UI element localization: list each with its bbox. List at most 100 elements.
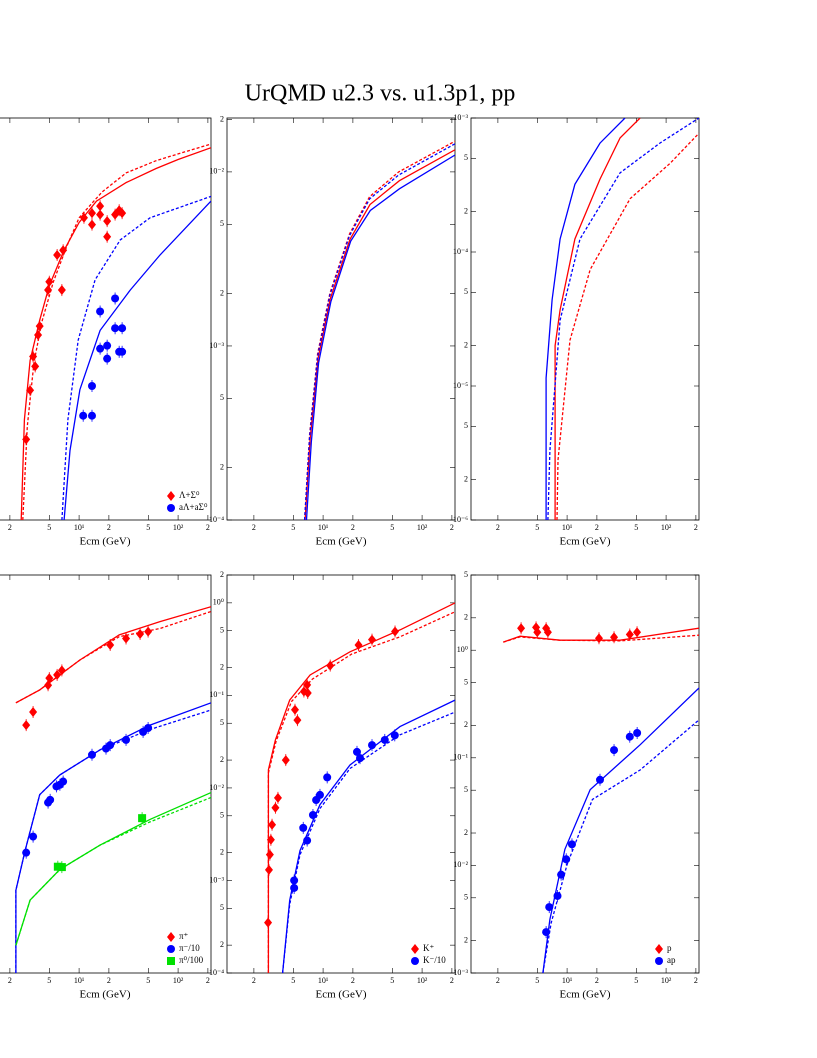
y-tick-label: 5 (464, 785, 468, 794)
plot-area (545, 118, 699, 520)
x-tick-label: 5 (634, 976, 638, 985)
x-tick-label: 2 (351, 523, 355, 532)
model-curve (304, 149, 455, 520)
data-point (354, 640, 363, 651)
x-tick-label: 10¹ (318, 976, 329, 985)
y-tick-label: 2 (220, 940, 224, 949)
legend-label: p (667, 943, 672, 953)
model-curve (547, 118, 699, 520)
data-point (44, 285, 53, 296)
x-tick-label: 10¹ (318, 523, 329, 532)
y-tick-label: 2 (220, 114, 224, 123)
model-curve (303, 143, 455, 520)
x-tick-label: 5 (535, 976, 539, 985)
y-tick-label: 2 (220, 662, 224, 671)
legend-label: π⁰/100 (179, 955, 204, 965)
data-point (352, 747, 361, 756)
y-tick-label: 10⁻¹ (209, 690, 224, 699)
data-point (106, 639, 115, 650)
data-point (87, 411, 96, 420)
plot-frame (470, 574, 700, 974)
x-axis-label: Ecm (GeV) (315, 989, 366, 1001)
data-point (122, 633, 131, 644)
data-point (31, 361, 40, 372)
data-point (625, 732, 634, 741)
data-point (303, 679, 312, 690)
data-point (59, 245, 68, 256)
data-point (57, 665, 66, 676)
data-point (391, 626, 400, 637)
model-curve (267, 602, 455, 973)
y-tick-label: 10⁻² (453, 860, 468, 869)
x-tick-label: 5 (634, 523, 638, 532)
y-tick-label: 2 (220, 847, 224, 856)
data-point (26, 385, 35, 396)
plot-area (503, 621, 699, 973)
data-point (557, 870, 566, 879)
data-point (594, 633, 603, 644)
x-tick-label: 2 (694, 523, 698, 532)
x-tick-label: 5 (390, 976, 394, 985)
y-tick-label: 2 (464, 340, 468, 349)
data-point (290, 883, 299, 892)
data-point (103, 216, 112, 227)
plot-area (20, 143, 211, 520)
data-point (368, 634, 377, 645)
legend-label: π⁻/10 (179, 943, 200, 953)
model-curve (61, 195, 211, 520)
legend-marker (167, 504, 175, 512)
panel: 2 5 10¹ 2 5 10² 210⁻⁴2510⁻³2510⁻²2510⁻¹2510⁰2E… (209, 570, 456, 1001)
legend-label: Λ+Σ⁰ (179, 490, 200, 500)
y-tick-label: 5 (220, 219, 224, 228)
data-point (290, 704, 299, 715)
y-tick-label: 10⁻⁴ (209, 968, 224, 977)
x-tick-label: 5 (535, 523, 539, 532)
data-point (111, 324, 120, 333)
data-point (303, 836, 312, 845)
y-tick-label: 10⁻² (209, 167, 224, 176)
data-point (390, 731, 399, 740)
data-point (264, 864, 273, 875)
figure-title: UrQMD u2.3 vs. u1.3p1, pp (245, 81, 516, 107)
data-point (22, 720, 31, 731)
plot-frame (226, 574, 456, 974)
data-point (118, 347, 127, 356)
y-tick-label: 10⁰ (213, 598, 224, 607)
y-tick-label: 10⁻³ (209, 875, 224, 884)
x-tick-label: 10² (417, 523, 428, 532)
data-point (111, 294, 120, 303)
data-point (567, 840, 576, 849)
x-tick-label: 2 (8, 523, 12, 532)
x-axis-label: Ecm (GeV) (79, 989, 130, 1001)
data-point (118, 208, 127, 219)
model-curve (22, 143, 211, 520)
legend-marker (411, 944, 419, 954)
y-tick-label: 5 (464, 153, 468, 162)
data-point (96, 307, 105, 316)
model-curve (503, 634, 699, 643)
model-curve (554, 118, 641, 520)
x-tick-label: 2 (206, 523, 210, 532)
data-point (53, 249, 62, 260)
y-tick-label: 5 (220, 718, 224, 727)
data-point (315, 790, 324, 799)
x-tick-label: 10² (173, 523, 184, 532)
data-point (103, 354, 112, 363)
data-point (106, 741, 115, 750)
x-axis-label: Ecm (GeV) (559, 536, 610, 548)
data-point (144, 723, 153, 732)
y-tick-label: 2 (220, 570, 224, 579)
x-tick-label: 2 (595, 523, 599, 532)
data-point (138, 814, 147, 823)
x-tick-label: 2 (450, 976, 454, 985)
data-point (533, 627, 542, 638)
data-point (87, 208, 96, 219)
legend-marker (411, 957, 419, 965)
y-tick-label: 5 (464, 421, 468, 430)
y-tick-label: 10⁻³ (453, 968, 468, 977)
legend-label: π⁺ (179, 931, 189, 941)
x-tick-label: 5 (291, 523, 295, 532)
model-curve (15, 796, 211, 946)
